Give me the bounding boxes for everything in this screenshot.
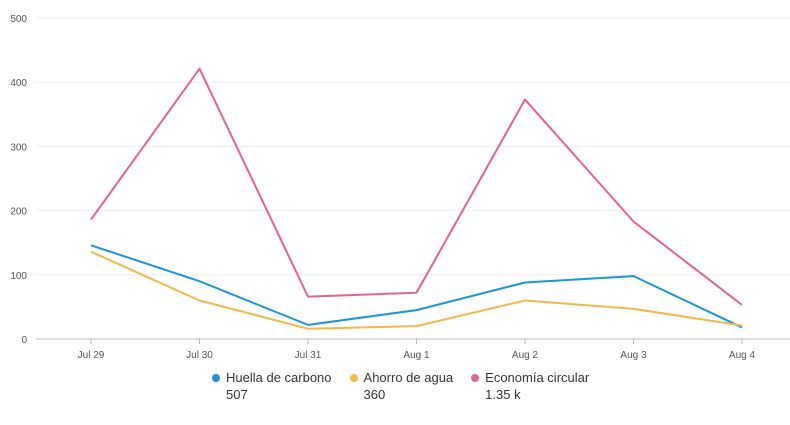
legend-item-ahorro[interactable]: Ahorro de agua 360 <box>349 370 454 402</box>
legend-item-huella[interactable]: Huella de carbono 507 <box>212 370 332 402</box>
x-tick-label: Jul 29 <box>78 350 105 361</box>
legend-label: Huella de carbono <box>226 370 332 385</box>
y-tick-label: 0 <box>21 335 27 346</box>
legend-dot <box>212 374 220 382</box>
series-line-economía-circular <box>90 67 743 306</box>
legend-dot <box>349 374 358 382</box>
legend: Huella de carbono 507 Ahorro de agua 360 E… <box>212 370 589 402</box>
y-tick-label: 200 <box>10 207 27 218</box>
series-line-ahorro-de-agua <box>90 250 743 330</box>
y-tick-label: 500 <box>10 14 27 25</box>
x-tick-label: Aug 3 <box>620 350 647 361</box>
legend-total: 1.35 k <box>485 387 521 402</box>
legend-total: 360 <box>363 387 386 402</box>
legend-dot <box>471 374 480 382</box>
x-tick-label: Jul 31 <box>295 350 322 361</box>
y-tick-label: 400 <box>10 78 27 89</box>
legend-total: 507 <box>226 387 248 402</box>
legend-item-economia[interactable]: Economía circular 1.35 k <box>471 370 589 402</box>
x-tick-label: Aug 4 <box>729 350 756 361</box>
legend-label: Ahorro de agua <box>363 370 454 385</box>
y-tick-label: 100 <box>10 271 27 282</box>
x-tick-label: Aug 2 <box>512 350 539 361</box>
legend-label: Economía circular <box>485 370 590 385</box>
series-line-huella-de-carbono <box>90 244 743 329</box>
y-tick-label: 300 <box>10 142 27 153</box>
x-tick-label: Jul 30 <box>186 350 213 361</box>
x-tick-label: Aug 1 <box>403 350 430 361</box>
